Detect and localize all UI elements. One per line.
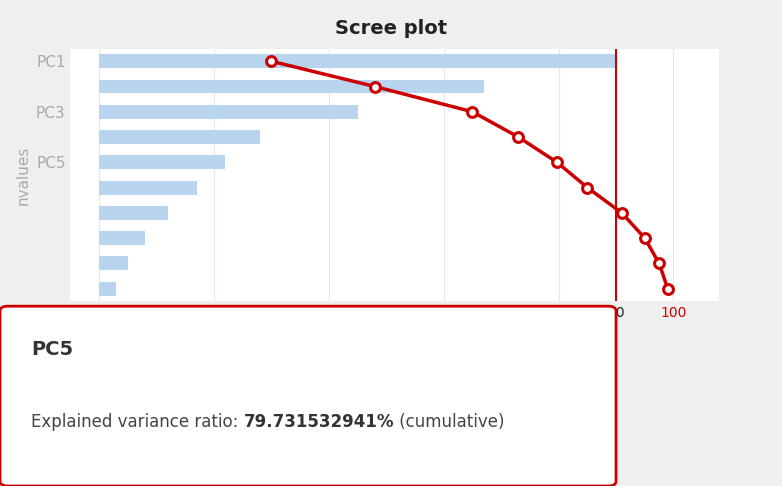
- Y-axis label: nvalues: nvalues: [16, 145, 30, 205]
- Text: Explained variance ratio:: Explained variance ratio:: [31, 413, 244, 431]
- Text: (cumulative): (cumulative): [394, 413, 505, 431]
- Point: [653, 260, 665, 267]
- Bar: [99, 231, 145, 245]
- Bar: [99, 156, 225, 169]
- Point: [512, 133, 525, 141]
- Point: [662, 285, 674, 293]
- Point: [581, 184, 594, 191]
- Point: [639, 234, 651, 242]
- Bar: [99, 80, 484, 93]
- Text: 79.731532941%: 79.731532941%: [244, 413, 394, 431]
- Bar: [99, 206, 168, 220]
- Bar: [99, 282, 117, 295]
- Point: [551, 158, 563, 166]
- Bar: [99, 54, 616, 68]
- Point: [615, 209, 628, 217]
- Point: [368, 83, 381, 90]
- Text: Scree plot: Scree plot: [335, 19, 447, 38]
- Bar: [99, 257, 127, 270]
- Bar: [99, 105, 357, 119]
- Bar: [99, 130, 260, 144]
- Text: PC5: PC5: [31, 340, 74, 359]
- Bar: [99, 181, 197, 194]
- Point: [466, 108, 479, 116]
- X-axis label: Explained variance ratio: Explained variance ratio: [302, 329, 488, 344]
- Point: [265, 57, 278, 65]
